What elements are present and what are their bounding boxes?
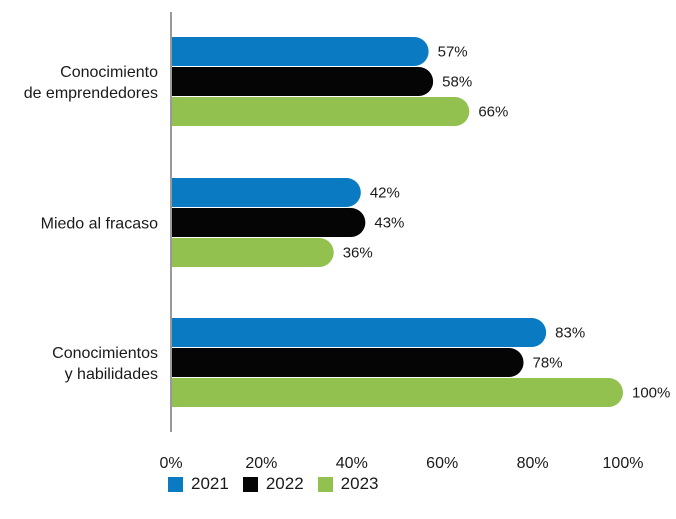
legend-label-2023: 2023 [340, 474, 379, 493]
legend-item-2022: 2022 [242, 474, 304, 494]
legend: 2021 2022 2023 [168, 474, 392, 494]
legend-swatch-2023 [317, 476, 333, 492]
x-tick-label-5: 100% [603, 455, 644, 472]
legend-swatch-2021 [168, 476, 183, 492]
x-tick-label-3: 60% [426, 455, 458, 472]
x-tick-label-1: 20% [245, 455, 277, 472]
data-label-2022-cat0: 58% [442, 74, 472, 91]
category-label-0: Conocimiento de emprendedores [24, 64, 158, 102]
bar-2022-cat1 [171, 208, 366, 237]
bar-2021-cat0 [171, 37, 429, 66]
bar-2022-cat0 [171, 67, 434, 96]
data-label-2023-cat0: 66% [478, 104, 508, 121]
legend-label-2022: 2022 [265, 474, 304, 493]
data-label-2021-cat0: 57% [438, 44, 468, 61]
category-label-1: Miedo al fracaso [41, 216, 158, 233]
data-label-2022-cat2: 78% [533, 355, 563, 372]
legend-item-2023: 2023 [317, 474, 379, 494]
bar-2021-cat1 [171, 178, 361, 207]
bar-2023-cat0 [171, 97, 470, 126]
category-label-2: Conocimientos y habilidades [52, 345, 158, 383]
data-label-2023-cat2: 100% [632, 385, 670, 402]
bar-2023-cat2 [171, 378, 623, 407]
x-tick-label-0: 0% [159, 455, 182, 472]
legend-item-2021: 2021 [168, 474, 229, 494]
x-tick-label-4: 80% [517, 455, 549, 472]
bar-2021-cat2 [171, 318, 547, 347]
data-label-2021-cat1: 42% [370, 185, 400, 202]
data-label-2023-cat1: 36% [343, 245, 373, 262]
data-label-2021-cat2: 83% [555, 325, 585, 342]
bar-2022-cat2 [171, 348, 524, 377]
legend-swatch-2022 [242, 476, 258, 492]
x-tick-label-2: 40% [336, 455, 368, 472]
legend-label-2021: 2021 [191, 474, 229, 493]
bar-2023-cat1 [171, 238, 334, 267]
data-label-2022-cat1: 43% [374, 215, 404, 232]
